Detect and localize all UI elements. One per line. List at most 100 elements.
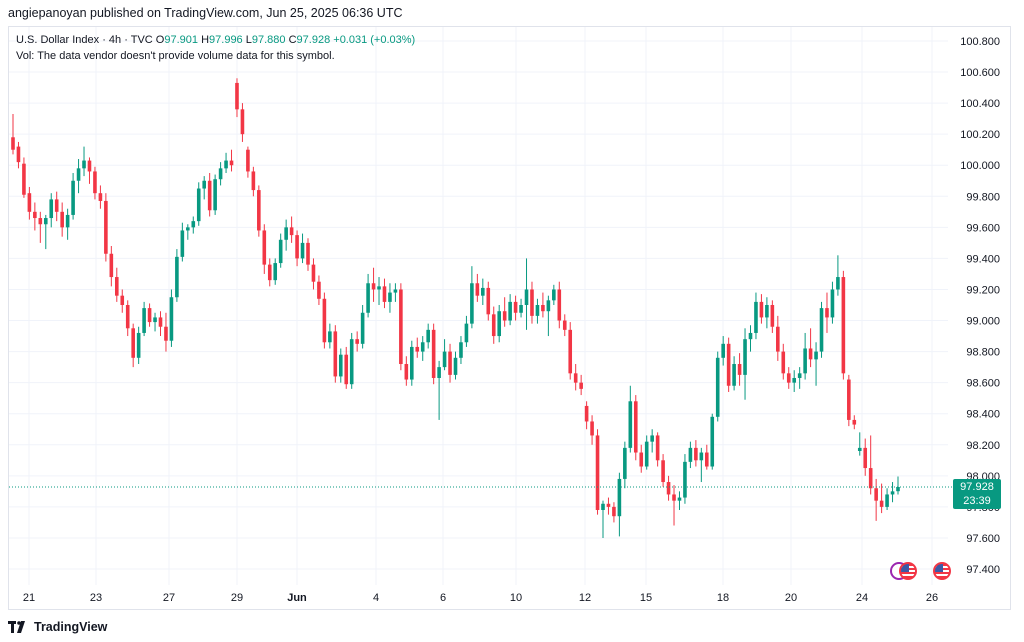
candle[interactable] [590,415,594,445]
candle[interactable] [601,500,605,538]
candle[interactable] [388,283,392,313]
candle[interactable] [672,485,676,526]
candle[interactable] [295,230,299,267]
candle[interactable] [114,267,119,302]
candle[interactable] [98,185,103,209]
candle[interactable] [568,322,573,380]
candle[interactable] [546,295,551,337]
candle[interactable] [284,219,288,251]
candle[interactable] [765,297,769,329]
candle[interactable] [442,339,447,371]
candle[interactable] [180,222,185,262]
candle[interactable] [519,298,523,318]
candle[interactable] [732,356,736,391]
candle[interactable] [22,157,26,198]
candle[interactable] [16,141,21,169]
candle[interactable] [847,374,851,427]
candle[interactable] [688,441,693,469]
candle[interactable] [87,157,92,184]
candle[interactable] [896,476,900,495]
candle[interactable] [136,326,141,365]
candle[interactable] [393,283,398,302]
candle[interactable] [11,113,15,155]
candle[interactable] [497,305,502,343]
candle[interactable] [120,289,125,313]
candle[interactable] [808,328,813,368]
candle[interactable] [759,294,764,324]
candle[interactable] [267,258,272,287]
candle[interactable] [781,343,786,380]
candle[interactable] [868,435,873,495]
candle[interactable] [748,325,753,352]
candle[interactable] [699,447,704,483]
candle[interactable] [437,360,441,420]
candle[interactable] [142,301,146,337]
candle[interactable] [60,202,64,237]
us-flag-icon[interactable] [933,562,951,580]
candle[interactable] [721,336,725,366]
candle[interactable] [377,277,381,305]
candle[interactable] [562,314,567,337]
candle[interactable] [431,323,436,385]
candle[interactable] [65,208,70,240]
candle[interactable] [803,332,807,380]
candle[interactable] [278,233,283,268]
candle[interactable] [737,353,742,386]
candle[interactable] [240,103,245,142]
candle[interactable] [677,491,682,510]
candle[interactable] [453,351,458,380]
candle[interactable] [202,176,207,200]
candle[interactable] [153,312,157,332]
candle[interactable] [38,211,43,243]
candle[interactable] [459,336,463,365]
candle[interactable] [355,331,359,352]
candle[interactable] [694,440,698,467]
candle[interactable] [251,166,256,197]
candle[interactable] [131,323,135,368]
candle[interactable] [147,303,152,327]
us-flag-icon[interactable] [899,562,917,580]
candle[interactable] [825,292,829,333]
candle[interactable] [186,224,190,240]
candle[interactable] [481,278,485,305]
candle[interactable] [311,258,316,290]
candle[interactable] [175,249,179,302]
candle[interactable] [819,301,824,358]
candle[interactable] [890,482,895,503]
candle[interactable] [552,284,556,305]
candle[interactable] [169,289,174,347]
candle[interactable] [82,146,86,177]
candle[interactable] [448,343,452,383]
candle[interactable] [71,173,75,220]
candle[interactable] [535,298,540,324]
candle[interactable] [426,323,430,349]
candle[interactable] [557,281,562,329]
candle[interactable] [623,441,627,489]
candle[interactable] [262,224,267,274]
candle[interactable] [644,435,649,470]
candle[interactable] [213,174,217,215]
tradingview-logo-icon[interactable] [8,621,28,633]
candle[interactable] [218,162,223,186]
candle[interactable] [196,182,201,226]
candle[interactable] [655,432,660,467]
candle[interactable] [366,273,370,318]
candle[interactable] [628,385,633,453]
candle[interactable] [164,312,168,352]
candle[interactable] [289,216,294,243]
candle[interactable] [508,294,512,326]
candle[interactable] [43,214,48,250]
candle[interactable] [382,278,387,309]
candle[interactable] [841,270,846,380]
candle[interactable] [49,193,54,228]
footer-brand[interactable]: TradingView [34,620,108,634]
candle[interactable] [300,233,305,264]
candle[interactable] [207,173,212,217]
candle[interactable] [612,502,616,523]
candle[interactable] [371,267,376,302]
candle[interactable] [475,273,480,302]
candle[interactable] [743,328,747,400]
candle[interactable] [726,337,731,392]
candle[interactable] [328,323,332,349]
candle[interactable] [420,336,425,361]
